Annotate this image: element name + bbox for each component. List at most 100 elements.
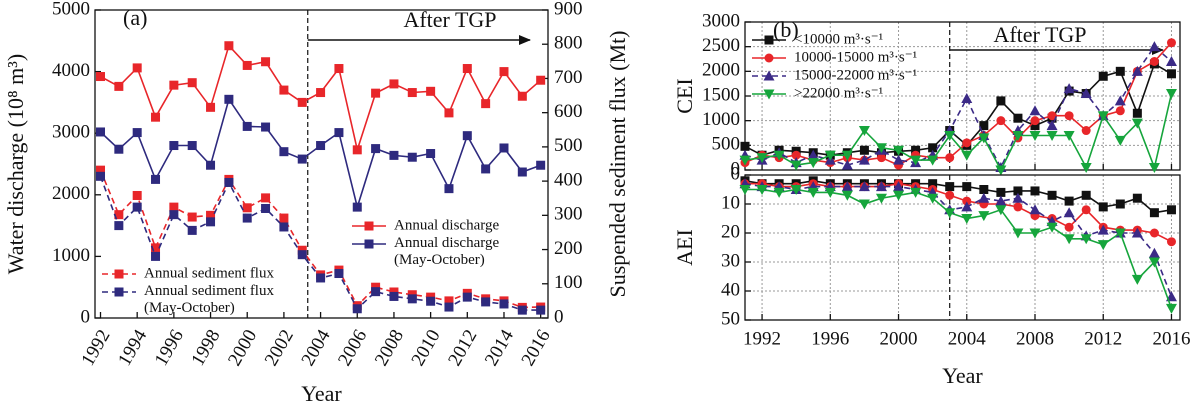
data-point bbox=[807, 149, 819, 160]
y2-axis-label: Suspended sediment flux (Mt) bbox=[605, 30, 630, 297]
x-tick-label: 1998 bbox=[187, 326, 224, 369]
data-point bbox=[1047, 111, 1057, 121]
data-point bbox=[875, 193, 887, 204]
x-tick-label: 1992 bbox=[743, 328, 781, 349]
data-point bbox=[1013, 186, 1023, 196]
data-point bbox=[1098, 71, 1108, 81]
data-line bbox=[99, 97, 541, 211]
y-tick-label: 1500 bbox=[702, 84, 740, 105]
data-point bbox=[1063, 83, 1075, 94]
data-point bbox=[1115, 66, 1125, 76]
data-point bbox=[1166, 205, 1176, 215]
data-point bbox=[996, 116, 1006, 126]
data-point bbox=[132, 202, 142, 212]
data-point bbox=[462, 131, 472, 141]
data-point bbox=[481, 297, 491, 307]
data-point bbox=[96, 127, 106, 137]
data-point bbox=[132, 190, 142, 200]
data-point bbox=[1131, 65, 1143, 76]
data-point bbox=[316, 141, 326, 151]
data-point bbox=[927, 155, 939, 166]
data-point bbox=[962, 182, 972, 192]
data-point bbox=[739, 185, 751, 195]
data-point bbox=[444, 108, 454, 118]
panel-label: (b) bbox=[773, 17, 799, 42]
data-point bbox=[739, 155, 751, 166]
y-tick-label: 0 bbox=[731, 163, 741, 184]
data-point bbox=[979, 121, 989, 131]
y2-tick-label: 100 bbox=[554, 272, 583, 293]
data-point bbox=[206, 210, 216, 220]
data-point bbox=[114, 144, 124, 154]
x-tick-label: 1992 bbox=[77, 326, 114, 369]
x-tick-label: 2016 bbox=[518, 326, 555, 369]
data-point bbox=[426, 296, 436, 306]
data-point bbox=[371, 287, 381, 297]
data-point bbox=[841, 190, 853, 201]
data-point bbox=[114, 210, 124, 220]
legend-label: 10000-15000 m³·s⁻¹ bbox=[794, 49, 917, 65]
data-point bbox=[944, 208, 956, 219]
data-point bbox=[169, 80, 179, 90]
data-point bbox=[996, 187, 1006, 197]
data-point bbox=[96, 72, 106, 82]
data-point bbox=[1097, 240, 1109, 251]
y-tick-label: 2000 bbox=[52, 183, 90, 204]
data-point bbox=[371, 88, 381, 98]
data-line bbox=[744, 45, 1173, 170]
data-point bbox=[1080, 163, 1092, 174]
data-point bbox=[875, 143, 887, 154]
y2-tick-label: 700 bbox=[554, 67, 583, 88]
data-point bbox=[151, 174, 161, 184]
data-point bbox=[1114, 228, 1126, 239]
data-point bbox=[1148, 163, 1160, 174]
data-point bbox=[462, 292, 472, 302]
data-point bbox=[756, 185, 768, 195]
data-point bbox=[371, 144, 381, 154]
data-point bbox=[945, 153, 955, 163]
data-point bbox=[876, 153, 886, 163]
data-point bbox=[1081, 205, 1091, 215]
x-axis-label: Year bbox=[301, 381, 342, 406]
data-point bbox=[481, 99, 491, 109]
data-point bbox=[911, 145, 921, 155]
x-tick-label: 2012 bbox=[444, 326, 481, 369]
data-point bbox=[961, 92, 973, 103]
data-point bbox=[96, 171, 106, 181]
y-tick-label: 0 bbox=[731, 158, 741, 179]
data-point bbox=[1013, 113, 1023, 123]
x-tick-label: 2014 bbox=[481, 326, 518, 370]
y2-tick-label: 300 bbox=[554, 204, 583, 225]
y2-tick-label: 0 bbox=[554, 306, 564, 327]
data-point bbox=[961, 214, 973, 224]
y-tick-label: 1000 bbox=[52, 245, 90, 266]
data-point bbox=[316, 88, 326, 98]
panel-label: (a) bbox=[123, 5, 147, 30]
data-point bbox=[242, 203, 252, 213]
data-point bbox=[499, 299, 509, 309]
y2-tick-label: 900 bbox=[554, 0, 583, 19]
data-point bbox=[352, 304, 362, 314]
data-point bbox=[536, 160, 546, 170]
y-tick-label: 2500 bbox=[702, 35, 740, 56]
data-point bbox=[316, 273, 326, 283]
data-point bbox=[1012, 228, 1024, 239]
data-point bbox=[187, 78, 197, 88]
data-point bbox=[858, 199, 870, 210]
data-point bbox=[187, 212, 197, 222]
data-point bbox=[910, 155, 922, 166]
data-point bbox=[206, 160, 216, 170]
y2-tick-label: 400 bbox=[554, 169, 583, 190]
data-point bbox=[114, 221, 124, 231]
data-point bbox=[961, 201, 973, 212]
x-tick-label: 1994 bbox=[114, 326, 151, 370]
data-point bbox=[151, 243, 161, 253]
data-point bbox=[1063, 234, 1075, 245]
data-point bbox=[790, 160, 802, 171]
y-tick-label: 40 bbox=[721, 279, 740, 300]
data-point bbox=[1166, 38, 1176, 48]
data-point bbox=[187, 141, 197, 151]
x-axis-label: Year bbox=[942, 363, 983, 388]
data-line bbox=[100, 44, 542, 153]
